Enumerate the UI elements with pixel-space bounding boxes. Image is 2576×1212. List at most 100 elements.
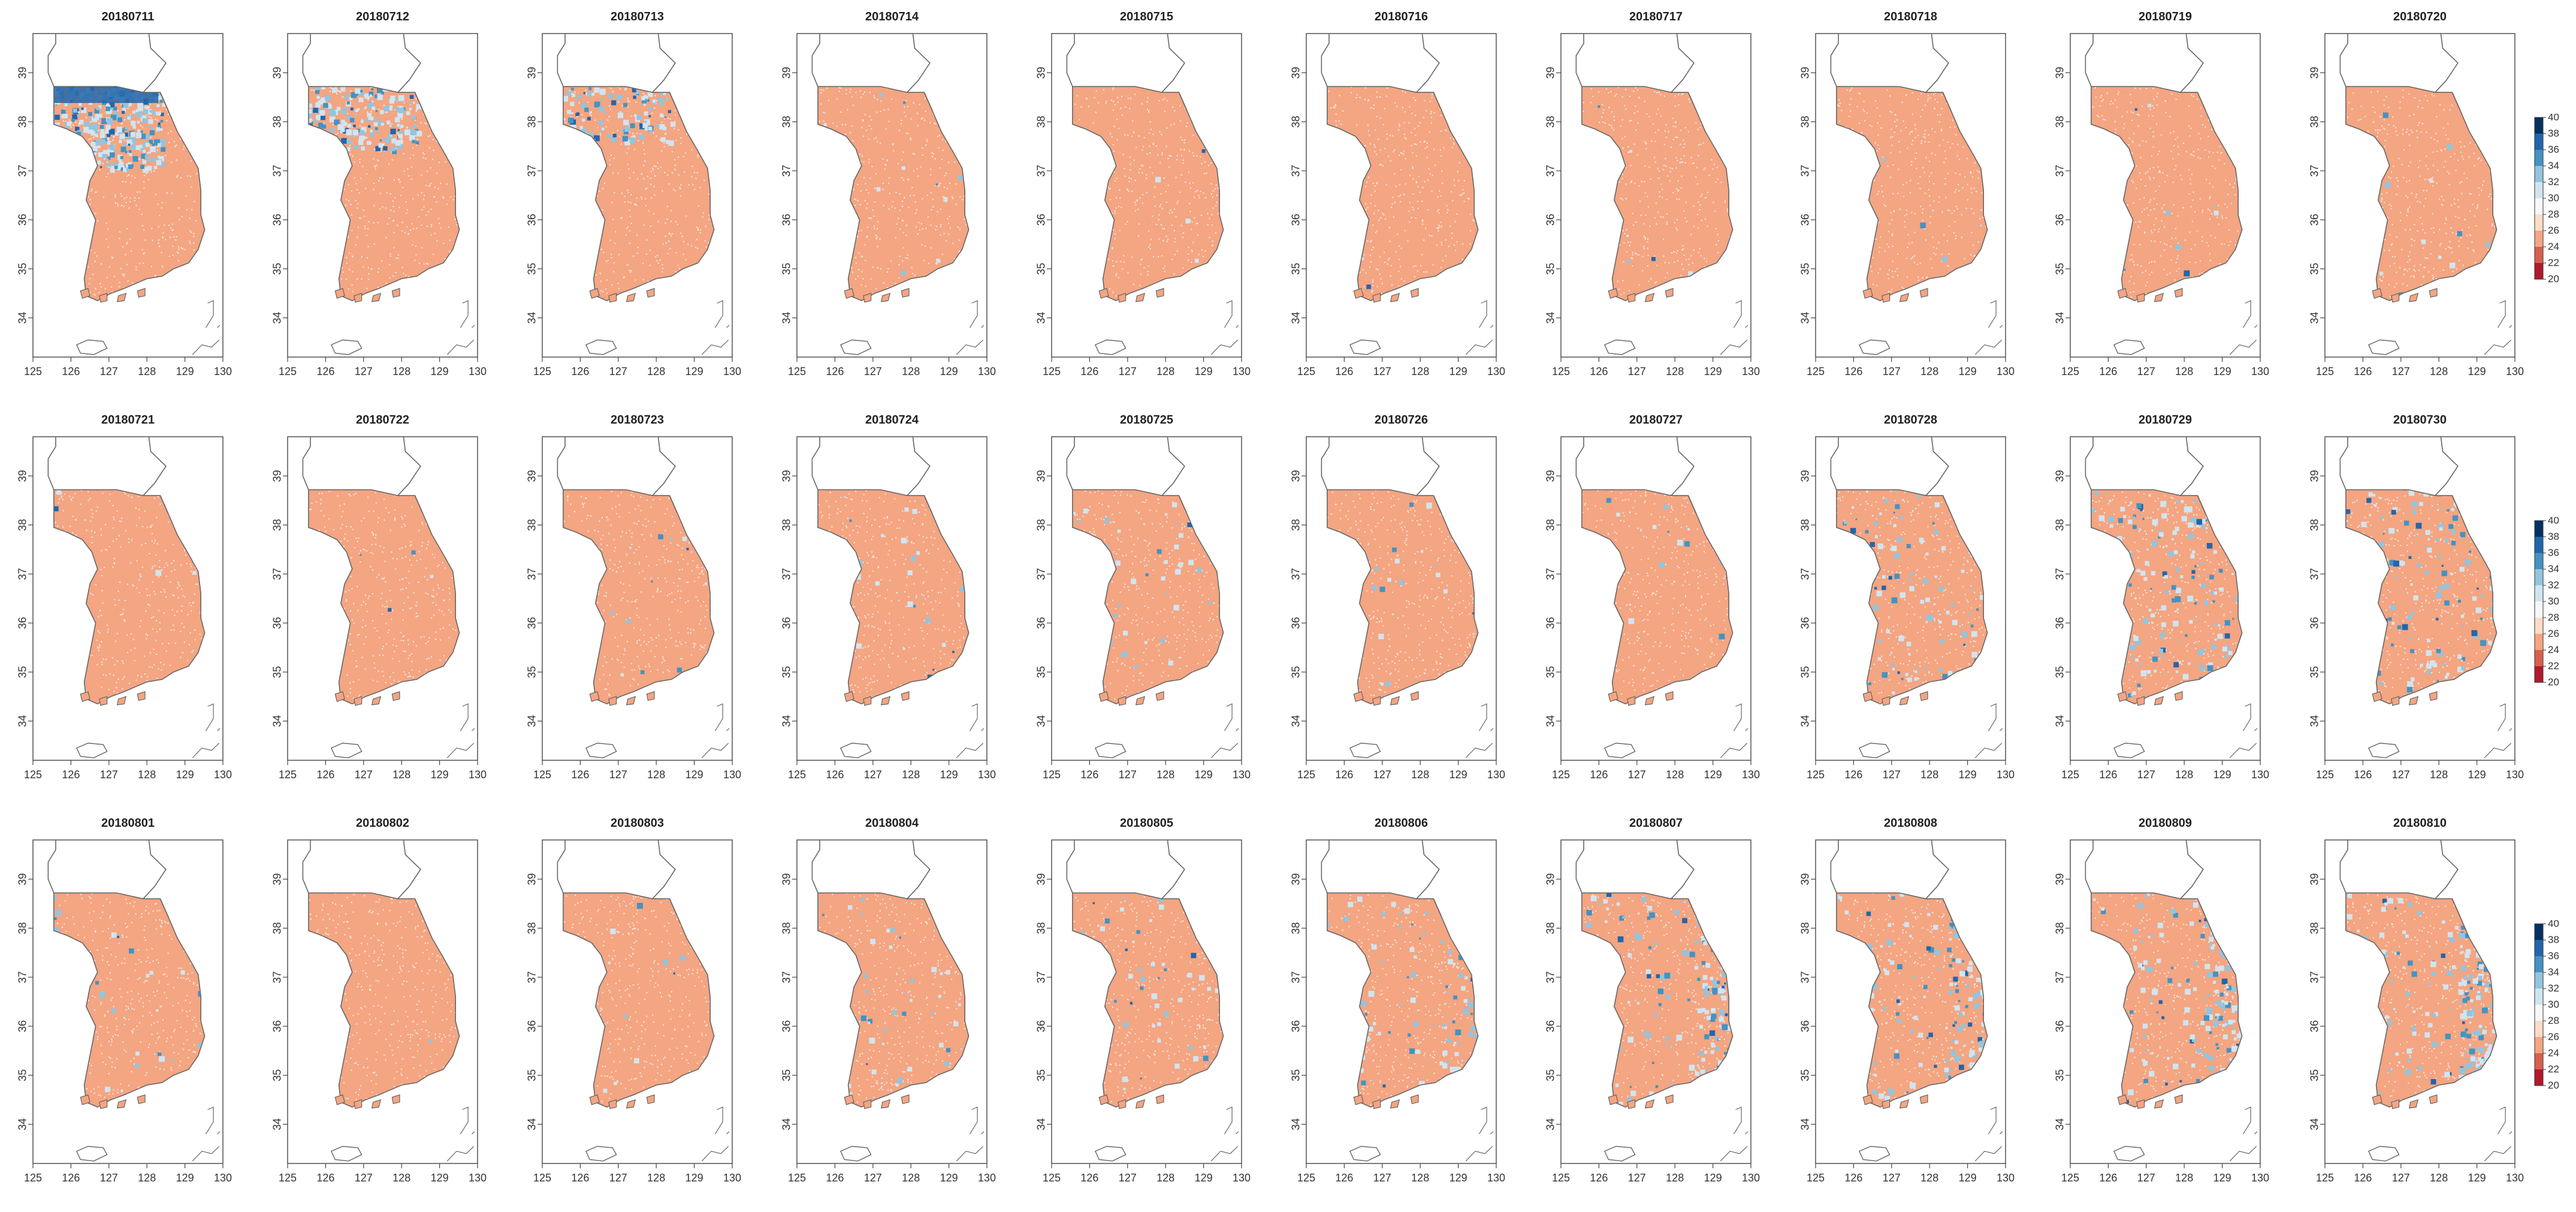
temperature-field — [2346, 893, 2497, 1107]
x-tick-label: 128 — [2430, 769, 2448, 781]
x-tick-label: 126 — [2354, 1172, 2372, 1184]
jeju-island — [1095, 743, 1126, 758]
y-tick-label: 34 — [1290, 1119, 1302, 1131]
island — [1136, 697, 1145, 705]
island — [1645, 1100, 1654, 1108]
x-tick-label: 125 — [1043, 769, 1061, 781]
x-tick-label: 130 — [2251, 769, 2269, 781]
panel-date-title: 20180719 — [2139, 10, 2192, 23]
island — [1900, 294, 1909, 302]
x-tick-label: 128 — [1920, 769, 1938, 781]
x-tick-label: 125 — [1297, 1172, 1315, 1184]
panel-date-title: 20180809 — [2139, 817, 2192, 830]
x-tick-label: 125 — [788, 1172, 806, 1184]
colorbar-swatch — [2535, 247, 2543, 264]
y-tick-label: 37 — [2054, 568, 2066, 580]
colorbar-swatch — [2535, 956, 2543, 973]
x-tick-label: 129 — [176, 1172, 194, 1184]
x-tick-label: 126 — [571, 1172, 589, 1184]
x-tick-label: 128 — [1920, 1172, 1938, 1184]
y-tick-label: 37 — [1035, 165, 1047, 177]
y-tick-label: 34 — [1545, 715, 1557, 727]
y-tick-label: 38 — [1545, 922, 1557, 934]
y-tick-label: 39 — [1035, 67, 1047, 78]
y-tick-label: 35 — [1545, 666, 1557, 678]
x-tick-label: 128 — [902, 1172, 920, 1184]
y-tick-label: 38 — [526, 116, 538, 128]
y-tick-label: 39 — [526, 873, 538, 885]
y-tick-label: 36 — [1799, 617, 1811, 629]
x-tick-label: 125 — [1297, 365, 1315, 377]
island — [647, 692, 654, 701]
x-tick-label: 129 — [1704, 1172, 1722, 1184]
y-tick-label: 36 — [526, 214, 538, 226]
x-tick-label: 130 — [978, 1172, 996, 1184]
island — [392, 692, 400, 701]
island — [627, 697, 636, 705]
island — [1156, 692, 1164, 701]
y-tick-label: 35 — [2054, 263, 2066, 275]
x-tick-label: 125 — [1552, 1172, 1570, 1184]
x-tick-label: 126 — [2099, 1172, 2117, 1184]
colorbar-swatch — [2535, 521, 2543, 537]
y-tick-label: 36 — [2054, 617, 2066, 629]
panel-date-title: 20180720 — [2393, 10, 2447, 23]
x-tick-label: 127 — [2137, 1172, 2155, 1184]
island — [2429, 1095, 2437, 1104]
x-tick-label: 125 — [2316, 1172, 2334, 1184]
y-tick-label: 36 — [271, 617, 283, 629]
y-tick-label: 35 — [2054, 666, 2066, 678]
y-tick-label: 39 — [1799, 470, 1811, 482]
island — [881, 1100, 890, 1108]
colorbar-tick-label: 32 — [2548, 983, 2559, 994]
island — [137, 289, 145, 298]
x-tick-label: 125 — [1043, 365, 1061, 377]
x-tick-label: 126 — [2354, 769, 2372, 781]
panel-date-title: 20180802 — [356, 817, 409, 830]
y-tick-label: 37 — [17, 165, 29, 177]
island — [2409, 1100, 2418, 1108]
panel-date-title: 20180722 — [356, 413, 409, 427]
colorbar-tick-label: 28 — [2548, 612, 2559, 623]
x-tick-label: 126 — [1844, 365, 1862, 377]
y-tick-label: 38 — [526, 922, 538, 934]
y-tick-label: 36 — [1035, 1020, 1047, 1032]
island — [372, 697, 381, 705]
y-tick-label: 35 — [1290, 1069, 1302, 1081]
y-tick-label: 39 — [1290, 67, 1302, 78]
x-tick-label: 128 — [1666, 365, 1684, 377]
y-tick-label: 35 — [2309, 666, 2321, 678]
colorbar-tick-label: 26 — [2548, 628, 2559, 639]
jeju-island — [1859, 743, 1890, 758]
island — [1411, 289, 1418, 298]
colorbar-swatch — [2535, 117, 2543, 134]
island — [137, 692, 145, 701]
y-tick-label: 37 — [271, 971, 283, 983]
island — [2409, 294, 2418, 302]
jeju-island — [77, 1146, 107, 1161]
jeju-island — [2114, 1146, 2145, 1161]
x-tick-label: 128 — [1156, 365, 1174, 377]
panel-date-title: 20180723 — [611, 413, 664, 427]
y-tick-label: 37 — [1290, 568, 1302, 580]
y-tick-label: 35 — [1035, 666, 1047, 678]
x-tick-label: 125 — [533, 365, 551, 377]
x-tick-label: 129 — [1195, 769, 1213, 781]
jeju-island — [2369, 743, 2399, 758]
jeju-island — [1095, 340, 1126, 355]
island — [1136, 294, 1145, 302]
colorbar-tick-label: 30 — [2548, 192, 2559, 204]
y-tick-label: 35 — [526, 1069, 538, 1081]
x-tick-label: 128 — [2175, 1172, 2193, 1184]
colorbar-swatch — [2535, 198, 2543, 215]
jeju-island — [2369, 1146, 2399, 1161]
panel-date-title: 20180724 — [865, 413, 919, 427]
x-tick-label: 128 — [902, 769, 920, 781]
colorbar-tick-label: 32 — [2548, 176, 2559, 188]
